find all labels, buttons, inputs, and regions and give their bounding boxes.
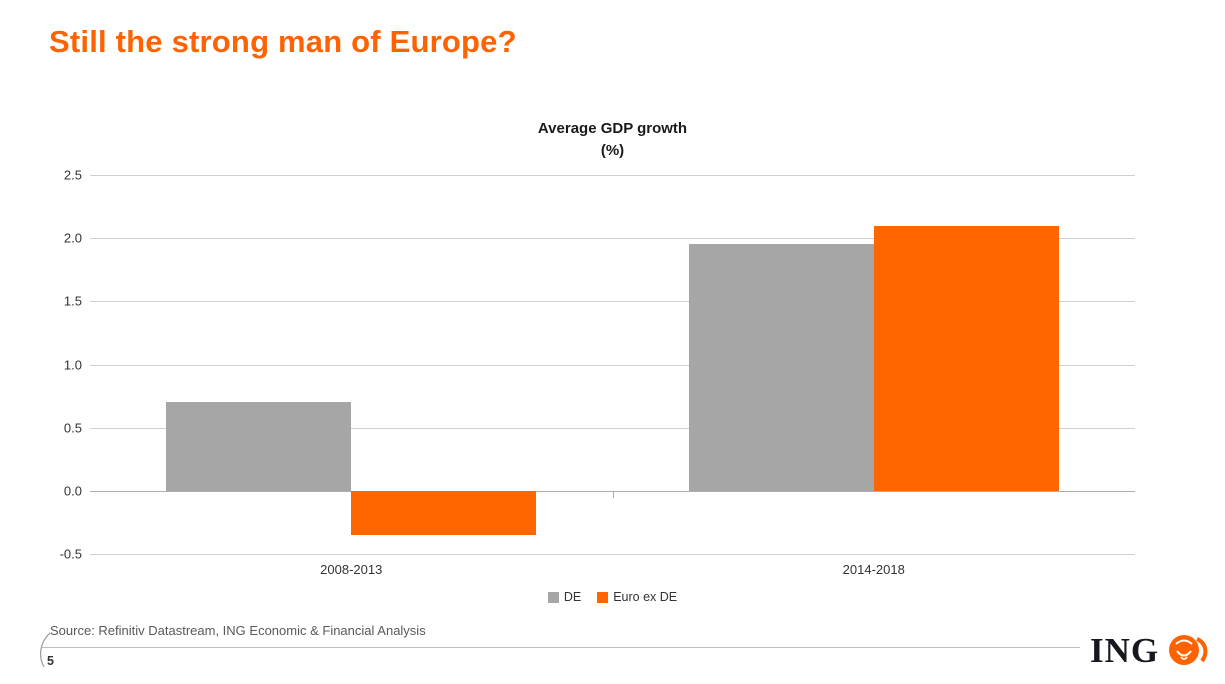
x-tick-label: 2008-2013 xyxy=(320,562,383,577)
chart-legend: DE Euro ex DE xyxy=(0,590,1225,604)
x-tick-label: 2014-2018 xyxy=(842,562,905,577)
legend-label: Euro ex DE xyxy=(613,590,678,604)
slide-title: Still the strong man of Europe? xyxy=(49,24,517,59)
y-tick-label: -0.5 xyxy=(59,546,82,562)
ing-lion-icon xyxy=(1169,635,1208,665)
gridline xyxy=(90,427,1135,429)
chart-title: Average GDP growth (%) xyxy=(90,118,1135,162)
gridline xyxy=(90,301,1135,303)
gridline xyxy=(90,364,1135,366)
legend-item-de: DE xyxy=(547,590,582,604)
bar-euro-ex-de-2008-2013 xyxy=(351,490,537,536)
y-axis-labels: -0.5 0.0 0.5 1.0 1.5 2.0 2.5 xyxy=(0,168,82,562)
footer-curve-decoration xyxy=(40,632,51,668)
y-tick-label: 0.0 xyxy=(63,483,82,499)
y-tick-label: 1.5 xyxy=(63,293,82,309)
axis-tick xyxy=(612,490,614,498)
y-tick-label: 2.5 xyxy=(63,167,82,183)
source-note: Source: Refinitiv Datastream, ING Econom… xyxy=(50,623,426,638)
y-tick-label: 2.0 xyxy=(63,230,82,246)
plot-area xyxy=(90,175,1135,555)
ing-wordmark: ING xyxy=(1090,630,1160,670)
footer-divider xyxy=(42,647,1080,648)
legend-swatch xyxy=(547,591,559,603)
legend-label: DE xyxy=(563,590,582,604)
legend-swatch xyxy=(597,591,609,603)
y-tick-label: 1.0 xyxy=(63,357,82,372)
legend-item-euro-ex-de: Euro ex DE xyxy=(597,590,677,604)
chart-title-units: (%) xyxy=(600,141,625,159)
y-tick-label: 0.5 xyxy=(63,420,82,436)
gridline xyxy=(90,238,1135,240)
gridline xyxy=(90,554,1135,555)
ing-logo: ING xyxy=(1090,632,1211,668)
bar-de-2008-2013 xyxy=(166,402,352,491)
bar-de-2014-2018 xyxy=(688,244,874,491)
gridline xyxy=(90,175,1135,176)
chart-title-text: Average GDP growth xyxy=(537,120,688,137)
x-axis-labels: 2008-2013 2014-2018 xyxy=(90,562,1135,580)
page-number: 5 xyxy=(47,654,54,668)
bar-euro-ex-de-2014-2018 xyxy=(873,225,1059,491)
